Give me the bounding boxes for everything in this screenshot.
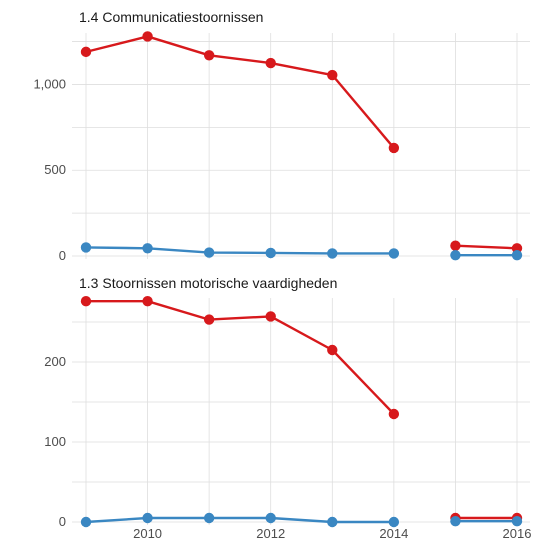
y-tick-label: 0 [59,514,66,529]
data-point [203,314,215,325]
data-point [203,50,215,61]
data-point [450,516,461,527]
data-point [450,240,461,251]
data-point [388,516,400,528]
data-point [265,512,276,524]
panel-communicatiestoornissen: 1.4 Communicatiestoornissen 0 500 1,000 [33,9,530,263]
data-point [511,516,523,527]
data-point [327,344,338,356]
x-tick-label: 2016 [503,526,532,541]
data-point [327,69,338,81]
y-tick-label: 0 [59,248,66,263]
data-point [450,249,461,261]
y-tick-label: 100 [44,434,66,449]
panel-title: 1.4 Communicatiestoornissen [79,9,263,25]
panel-stoornissen-motorische-vaardigheden: 1.3 Stoornissen motorische vaardigheden … [44,275,530,529]
data-point [327,248,338,259]
x-axis: 2010 2012 2014 2016 [133,526,531,541]
x-tick-label: 2012 [256,526,285,541]
data-point [80,46,92,58]
data-point [388,408,400,420]
data-point [327,516,338,528]
data-point [80,242,92,253]
data-point [511,249,523,261]
data-point [80,516,92,528]
data-point [142,31,153,42]
data-point [142,243,153,254]
series-line [84,300,396,416]
data-point [265,247,276,259]
data-point [203,247,215,258]
series-line [454,244,519,250]
data-point [203,512,215,524]
data-point [142,296,153,307]
y-tick-label: 200 [44,354,66,369]
data-point [142,512,153,524]
series-line [84,246,396,255]
data-point [388,142,400,154]
series-line [84,516,396,524]
y-tick-label: 500 [44,162,66,177]
x-tick-label: 2010 [133,526,162,541]
series-line [84,35,396,150]
data-point [80,296,92,307]
data-point [265,57,276,69]
data-point [388,248,400,259]
data-point [265,311,276,322]
x-tick-label: 2014 [379,526,408,541]
y-tick-label: 1,000 [33,76,66,91]
panel-title: 1.3 Stoornissen motorische vaardigheden [79,275,337,291]
